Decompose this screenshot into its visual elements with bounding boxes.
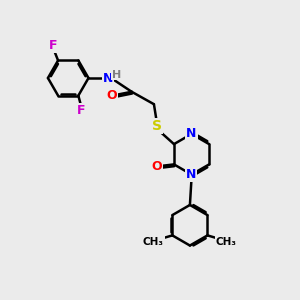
- Text: S: S: [152, 119, 162, 133]
- Text: O: O: [151, 160, 162, 172]
- Text: CH₃: CH₃: [143, 237, 164, 247]
- Text: N: N: [186, 168, 196, 181]
- Text: F: F: [49, 39, 57, 52]
- Text: N: N: [186, 127, 197, 140]
- Text: O: O: [107, 88, 117, 101]
- Text: N: N: [103, 71, 113, 85]
- Text: CH₃: CH₃: [216, 237, 237, 247]
- Text: H: H: [112, 70, 121, 80]
- Text: F: F: [77, 104, 86, 117]
